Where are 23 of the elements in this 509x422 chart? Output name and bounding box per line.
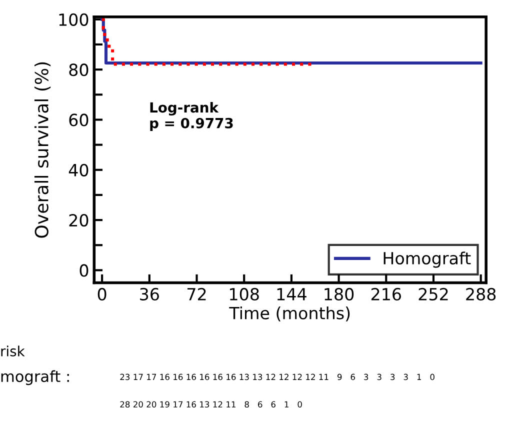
y-tick-label: 80: [69, 64, 88, 76]
text: mograft :: [1, 370, 69, 386]
x-axis-title: Time (months): [229, 306, 350, 322]
y-tick-label: 100: [59, 13, 88, 26]
x-tick-label: 216: [371, 288, 401, 300]
x-tick-label: 252: [418, 288, 448, 300]
y-tick-label: 40: [68, 164, 88, 176]
y-tick-label: 60: [69, 114, 88, 126]
y-tick-label: 0: [80, 264, 88, 277]
y-tick-label: 20: [69, 214, 88, 227]
x-tick-label: 180: [324, 288, 354, 300]
legend-label: Homograft: [384, 252, 471, 268]
x-tick-label: 0: [98, 288, 106, 300]
annotation: Log-rank p = 0.9773: [150, 102, 233, 132]
x-tick-label: 288: [466, 288, 496, 300]
text: 28 20 20 19 17 16 13 12 11 8 6 6 1 0: [120, 401, 302, 408]
x-tick-label: 36: [140, 288, 159, 300]
y-axis-title: Overall survival (%): [34, 62, 51, 238]
text: risk: [1, 346, 25, 356]
text: 23 17 17 16 16 16 16 16 16 13 13 12 12 12 12 11 9 6 3 3 3 3 1 0: [120, 374, 434, 380]
x-tick-label: 72: [188, 288, 206, 300]
x-tick-label: 144: [277, 288, 306, 300]
x-tick-label: 108: [230, 288, 259, 300]
